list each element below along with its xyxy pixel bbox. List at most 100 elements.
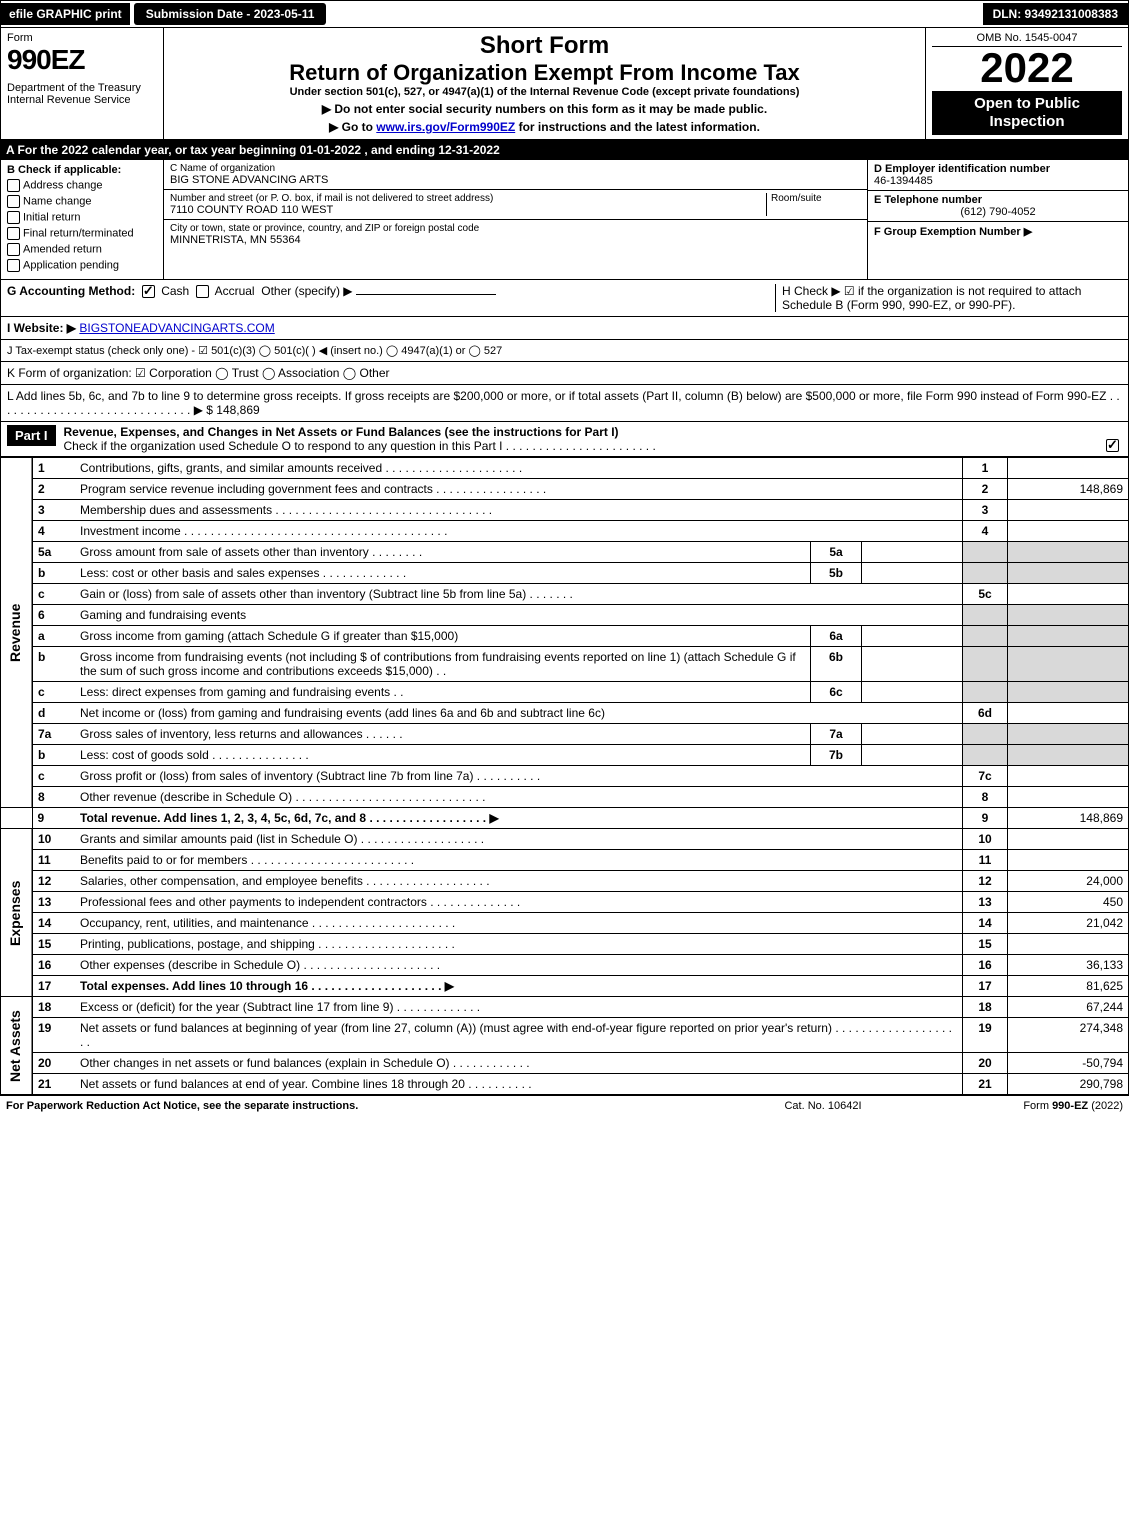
page-footer: For Paperwork Reduction Act Notice, see …: [0, 1095, 1129, 1116]
street-label: Number and street (or P. O. box, if mail…: [170, 193, 766, 204]
line-8-amount: [1008, 787, 1129, 808]
part1-header-row: Part I Revenue, Expenses, and Changes in…: [0, 422, 1129, 457]
part1-check-text: Check if the organization used Schedule …: [64, 439, 656, 453]
line-7b-value: [862, 745, 963, 766]
line-20-desc: Other changes in net assets or fund bala…: [75, 1053, 963, 1074]
check-accrual[interactable]: [196, 285, 209, 298]
col-b-checkboxes: B Check if applicable: Address change Na…: [1, 160, 164, 279]
section-bcdef: B Check if applicable: Address change Na…: [0, 160, 1129, 280]
check-address-change[interactable]: Address change: [7, 179, 157, 192]
line-2-amount: 148,869: [1008, 479, 1129, 500]
form-header: Form 990EZ Department of the Treasury In…: [0, 28, 1129, 140]
goto-link[interactable]: www.irs.gov/Form990EZ: [376, 120, 515, 134]
form-label: Form: [7, 32, 157, 44]
row-k-form-org: K Form of organization: ☑ Corporation ◯ …: [7, 366, 1122, 380]
row-h-schedule-b: H Check ▶ ☑ if the organization is not r…: [775, 284, 1122, 312]
line-6d-amount: [1008, 703, 1129, 724]
line-7a-value: [862, 724, 963, 745]
line-5a-desc: Gross amount from sale of assets other t…: [75, 542, 811, 563]
website-link[interactable]: BIGSTONEADVANCINGARTS.COM: [79, 321, 274, 335]
dln-label: DLN: 93492131008383: [983, 3, 1128, 25]
line-1-amount: [1008, 458, 1129, 479]
line-4-amount: [1008, 521, 1129, 542]
footer-right: Form 990-EZ (2022): [923, 1100, 1123, 1112]
group-exemption-label: F Group Exemption Number ▶: [874, 225, 1122, 238]
expenses-side-label: Expenses: [1, 829, 33, 997]
phone-label: E Telephone number: [874, 194, 1122, 206]
row-l-gross-receipts: L Add lines 5b, 6c, and 7b to line 9 to …: [7, 389, 1122, 417]
city-label: City or town, state or province, country…: [170, 223, 861, 234]
netassets-side-label: Net Assets: [1, 997, 33, 1095]
line-12-desc: Salaries, other compensation, and employ…: [75, 871, 963, 892]
row-a-tax-year: A For the 2022 calendar year, or tax yea…: [0, 140, 1129, 160]
line-7b-desc: Less: cost of goods sold . . . . . . . .…: [75, 745, 811, 766]
line-6c-value: [862, 682, 963, 703]
check-name-change[interactable]: Name change: [7, 195, 157, 208]
phone-value: (612) 790-4052: [874, 206, 1122, 218]
return-subtitle: Under section 501(c), 527, or 4947(a)(1)…: [170, 86, 919, 98]
check-cash[interactable]: [142, 285, 155, 298]
line-14-desc: Occupancy, rent, utilities, and maintena…: [75, 913, 963, 934]
row-g-accounting: G Accounting Method: Cash Accrual Other …: [7, 284, 775, 312]
line-6b-value: [862, 647, 963, 682]
submission-date: Submission Date - 2023-05-11: [134, 3, 327, 25]
footer-left: For Paperwork Reduction Act Notice, see …: [6, 1100, 723, 1112]
revenue-side-label: Revenue: [1, 458, 33, 808]
check-final-return[interactable]: Final return/terminated: [7, 227, 157, 240]
return-title: Return of Organization Exempt From Incom…: [170, 60, 919, 86]
ein-value: 46-1394485: [874, 175, 1122, 187]
section-ghijkl: G Accounting Method: Cash Accrual Other …: [0, 280, 1129, 422]
line-6d-desc: Net income or (loss) from gaming and fun…: [75, 703, 963, 724]
ssn-warning: ▶ Do not enter social security numbers o…: [170, 102, 919, 116]
line-18-desc: Excess or (deficit) for the year (Subtra…: [75, 997, 963, 1018]
line-21-desc: Net assets or fund balances at end of ye…: [75, 1074, 963, 1095]
short-form-title: Short Form: [170, 32, 919, 60]
part1-title: Revenue, Expenses, and Changes in Net As…: [64, 425, 619, 439]
tax-year: 2022: [932, 47, 1122, 89]
ein-label: D Employer identification number: [874, 163, 1122, 175]
open-to-public: Open to Public Inspection: [932, 91, 1122, 135]
street-value: 7110 COUNTY ROAD 110 WEST: [170, 204, 766, 216]
line-6a-desc: Gross income from gaming (attach Schedul…: [75, 626, 811, 647]
col-b-title: B Check if applicable:: [7, 164, 157, 176]
check-application-pending[interactable]: Application pending: [7, 259, 157, 272]
line-4-desc: Investment income . . . . . . . . . . . …: [75, 521, 963, 542]
line-13-desc: Professional fees and other payments to …: [75, 892, 963, 913]
line-11-amount: [1008, 850, 1129, 871]
line-17-desc: Total expenses. Add lines 10 through 16 …: [75, 976, 963, 997]
form-number: 990EZ: [7, 44, 157, 76]
line-17-amount: 81,625: [1008, 976, 1129, 997]
part1-check[interactable]: [1106, 439, 1119, 452]
part1-label: Part I: [7, 425, 56, 446]
line-10-amount: [1008, 829, 1129, 850]
line-20-amount: -50,794: [1008, 1053, 1129, 1074]
line-6c-desc: Less: direct expenses from gaming and fu…: [75, 682, 811, 703]
line-15-desc: Printing, publications, postage, and shi…: [75, 934, 963, 955]
line-9-amount: 148,869: [1008, 808, 1129, 829]
line-2-desc: Program service revenue including govern…: [75, 479, 963, 500]
top-bar: efile GRAPHIC print Submission Date - 20…: [0, 0, 1129, 28]
line-19-amount: 274,348: [1008, 1018, 1129, 1053]
line-3-amount: [1008, 500, 1129, 521]
line-6-desc: Gaming and fundraising events: [75, 605, 963, 626]
org-name-label: C Name of organization: [170, 163, 861, 174]
line-21-amount: 290,798: [1008, 1074, 1129, 1095]
row-i-website: I Website: ▶ BIGSTONEADVANCINGARTS.COM: [7, 321, 1122, 335]
lines-table: Revenue 1 Contributions, gifts, grants, …: [0, 457, 1129, 1095]
line-1-desc: Contributions, gifts, grants, and simila…: [75, 458, 963, 479]
efile-label[interactable]: efile GRAPHIC print: [1, 3, 130, 25]
goto-instructions: ▶ Go to www.irs.gov/Form990EZ for instru…: [170, 120, 919, 134]
line-8-desc: Other revenue (describe in Schedule O) .…: [75, 787, 963, 808]
line-15-amount: [1008, 934, 1129, 955]
org-name: BIG STONE ADVANCING ARTS: [170, 174, 861, 186]
line-5c-desc: Gain or (loss) from sale of assets other…: [75, 584, 963, 605]
line-7c-desc: Gross profit or (loss) from sales of inv…: [75, 766, 963, 787]
line-9-desc: Total revenue. Add lines 1, 2, 3, 4, 5c,…: [75, 808, 963, 829]
line-10-desc: Grants and similar amounts paid (list in…: [75, 829, 963, 850]
line-12-amount: 24,000: [1008, 871, 1129, 892]
check-amended-return[interactable]: Amended return: [7, 243, 157, 256]
line-5b-desc: Less: cost or other basis and sales expe…: [75, 563, 811, 584]
col-def: D Employer identification number 46-1394…: [868, 160, 1128, 279]
check-initial-return[interactable]: Initial return: [7, 211, 157, 224]
line-16-desc: Other expenses (describe in Schedule O) …: [75, 955, 963, 976]
